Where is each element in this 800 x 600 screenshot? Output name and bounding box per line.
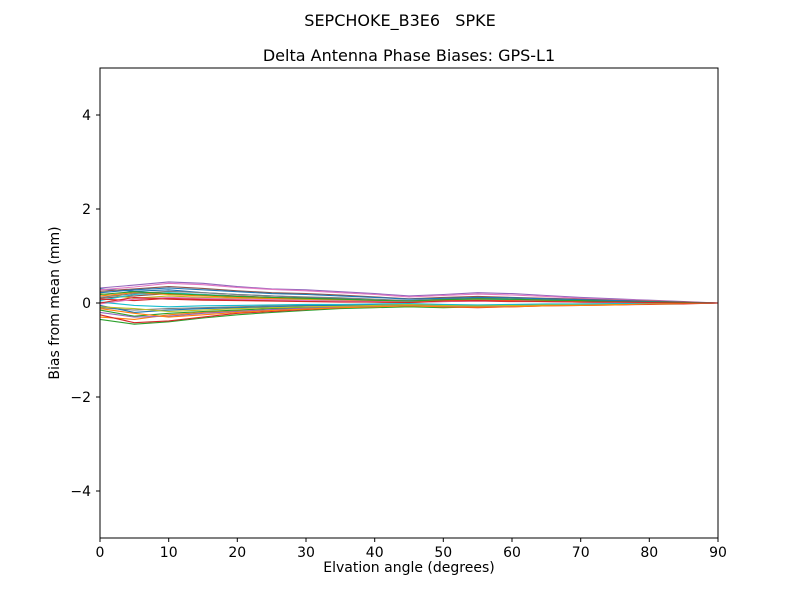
y-axis-label: Bias from mean (mm): [47, 226, 63, 380]
x-tick-label: 40: [366, 545, 384, 561]
x-tick-label: 50: [434, 545, 452, 561]
figure-suptitle: SEPCHOKE_B3E6 SPKE: [304, 11, 496, 30]
y-tick-label: −4: [70, 484, 91, 500]
x-tick-label: 10: [160, 545, 178, 561]
x-tick-label: 0: [96, 545, 105, 561]
axes-title: Delta Antenna Phase Biases: GPS-L1: [262, 46, 556, 65]
x-tick-label: 30: [297, 545, 315, 561]
series-line: [99, 287, 719, 304]
x-tick-label: 80: [640, 545, 658, 561]
x-axis-label: Elvation angle (degrees): [323, 560, 495, 576]
x-tick-label: 60: [503, 545, 521, 561]
x-tick-label: 20: [228, 545, 246, 561]
series-line: [99, 296, 718, 304]
y-tick-label: 4: [82, 108, 91, 124]
series-line: [99, 281, 719, 304]
y-tick-label: 0: [82, 296, 91, 312]
y-tick-label: −2: [70, 390, 91, 406]
x-tick-label: 90: [709, 545, 727, 561]
x-tick-label: 70: [572, 545, 590, 561]
series-line: [99, 301, 718, 308]
series-line: [99, 302, 719, 318]
y-tick-label: 2: [82, 202, 91, 218]
